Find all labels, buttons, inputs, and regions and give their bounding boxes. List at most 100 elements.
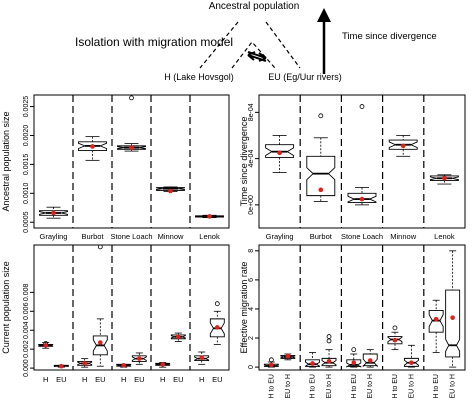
eu-population-label: EU (Eg/Uur rivers)	[268, 72, 342, 82]
category-label: H to EU	[268, 374, 275, 399]
category-label: Lenok	[199, 232, 220, 241]
model-diagram: Isolation with migration model Ancestral…	[75, 1, 437, 82]
mean-point	[121, 362, 126, 368]
model-title: Isolation with migration model	[75, 35, 233, 49]
y-tick-label: 8	[248, 249, 255, 253]
mean-point	[351, 360, 357, 366]
outlier-point	[129, 95, 134, 101]
category-label: H	[43, 375, 48, 384]
y-tick-label: 0.0010	[23, 182, 30, 204]
y-tick-label: 0.0020	[23, 125, 30, 147]
category-label: EU	[134, 375, 144, 384]
y-tick-label: 0.006	[23, 302, 30, 320]
category-label: Burbot	[310, 232, 333, 241]
mean-point	[51, 210, 56, 216]
outlier-point	[268, 357, 274, 363]
mean-point	[326, 358, 332, 364]
category-label: Stone Loach	[110, 232, 152, 241]
outlier-point	[214, 301, 220, 307]
category-label: H to EU	[392, 374, 399, 399]
category-label: Burbot	[81, 232, 104, 241]
outlier-point	[318, 113, 324, 119]
y-tick-label: 8e-04	[248, 103, 255, 121]
outlier-point	[326, 334, 332, 339]
outlier-point	[97, 244, 103, 250]
category-label: H	[82, 375, 87, 384]
mean-point	[433, 316, 439, 322]
category-label: H	[121, 375, 126, 384]
y-axis-label: Current population size	[1, 261, 11, 354]
mean-point	[137, 356, 142, 361]
ancestral-label: Ancestral population	[209, 1, 300, 12]
category-label: Stone Loach	[341, 232, 383, 241]
category-label: H to EU	[310, 374, 317, 399]
y-axis-label: Effective migration rate	[239, 262, 249, 354]
y-axis-label: Time since divergence	[239, 117, 249, 207]
category-label: H to EU	[351, 374, 358, 399]
outer-right-branch	[265, 21, 301, 69]
plot-frame	[33, 244, 230, 371]
plot-frame	[258, 94, 466, 229]
y-tick-label: 0e+00	[248, 195, 255, 215]
y-tick-label: 4	[248, 307, 255, 311]
mean-point	[367, 358, 373, 363]
mean-point	[318, 187, 324, 193]
mean-point	[59, 363, 64, 369]
category-label: Lenok	[434, 232, 455, 241]
y-tick-label: 0.000	[23, 359, 30, 377]
category-label: Minnow	[158, 232, 184, 241]
plot-frame	[33, 94, 230, 229]
outlier-point	[392, 325, 398, 331]
mean-point	[442, 175, 447, 181]
inner-branch	[231, 41, 276, 69]
y-axis-label: Ancestral population size	[1, 111, 11, 211]
y-tick-label: 6	[248, 278, 255, 282]
time-arrowhead	[317, 8, 331, 22]
outer-left-branch	[199, 21, 239, 69]
category-label: Grayling	[40, 232, 68, 241]
category-label: EU	[56, 375, 66, 384]
y-tick-label: 4e-04	[248, 150, 255, 168]
y-tick-label: 0.0015	[23, 154, 30, 176]
h-population-label: H (Lake Hovsgol)	[164, 72, 234, 82]
mean-point	[285, 353, 291, 359]
mean-point	[176, 334, 181, 340]
mean-point	[359, 196, 365, 202]
category-label: H to EU	[433, 374, 440, 399]
category-label: Minnow	[390, 232, 416, 241]
mean-point	[207, 214, 212, 219]
mean-point	[199, 355, 204, 360]
chart-panel-migration: 0 2 4 6 8 Effective migration rate H to EU EU t…	[239, 244, 466, 399]
time-label: Time since divergence	[342, 31, 437, 42]
mean-point	[269, 362, 274, 368]
mean-point	[392, 337, 398, 343]
box	[445, 289, 461, 358]
y-tick-label: 0.004	[23, 321, 30, 339]
mean-point	[98, 340, 103, 345]
y-tick-label: 0.008	[23, 283, 30, 301]
outlier-point	[351, 347, 357, 353]
mean-point	[160, 362, 165, 367]
mean-point	[409, 360, 414, 366]
outlier-point	[359, 104, 365, 109]
category-label: EU to H	[285, 374, 292, 399]
y-tick-label: 0	[248, 365, 255, 369]
mean-point	[450, 315, 455, 320]
migration-arrow-left	[247, 54, 267, 62]
y-tick-label: 0.0005	[23, 211, 30, 233]
category-label: EU to H	[450, 374, 457, 399]
category-label: H	[199, 375, 204, 384]
category-label: EU	[95, 375, 105, 384]
category-label: EU	[212, 375, 222, 384]
migration-arrowhead-left	[247, 51, 256, 61]
mean-point	[90, 144, 95, 149]
category-label: EU	[173, 375, 183, 384]
y-tick-label: 2	[248, 336, 255, 340]
mean-point	[277, 150, 282, 156]
panels: 0.00050.00100.00150.00200.0025Ancestral …	[1, 94, 466, 399]
mean-point	[400, 143, 406, 149]
category-label: EU to H	[408, 374, 415, 399]
